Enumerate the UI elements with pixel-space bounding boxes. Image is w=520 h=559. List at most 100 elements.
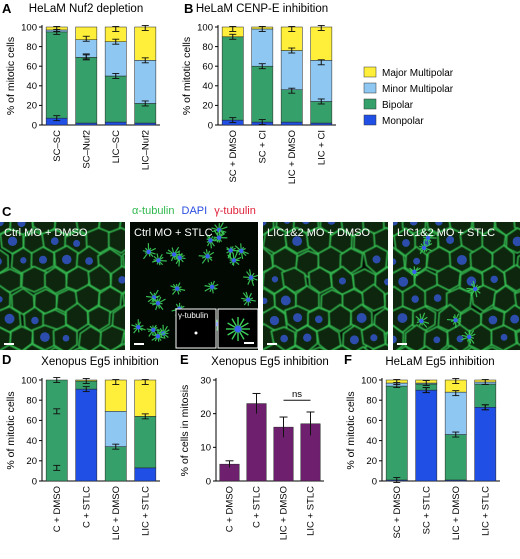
y-tick-label: 100: [21, 22, 37, 33]
cell-outline: [275, 404, 299, 429]
legend-swatch: [364, 67, 376, 77]
nucleus: [130, 373, 137, 380]
y-tick-label: 60: [26, 416, 37, 427]
y-tick-label: 100: [21, 375, 37, 386]
bar-segment-monpolar: [76, 123, 97, 125]
cell-outline: [271, 365, 296, 392]
scale-bar: [267, 343, 277, 345]
nucleus: [39, 256, 47, 264]
stain-alpha-tubulin: α-tubulin: [132, 205, 174, 217]
svg-text:γ-tubulin: γ-tubulin: [178, 311, 208, 320]
micrograph-title: Ctrl MO + STLC: [134, 227, 213, 239]
x-tick-label: LIC + DMSO: [287, 130, 298, 184]
nucleus: [62, 255, 72, 265]
nucleus: [280, 335, 288, 343]
nucleus: [339, 277, 346, 284]
nucleus: [434, 294, 442, 302]
x-tick-label: SC–Nuf2: [81, 130, 92, 169]
y-axis-label: % of mitotic cells: [5, 391, 17, 469]
x-tick-label: SC + DMSO: [228, 130, 239, 183]
y-tick-label: 40: [26, 81, 37, 92]
nucleus: [349, 372, 358, 381]
cell-outline: [505, 424, 520, 450]
nucleus: [489, 316, 498, 325]
nucleus: [384, 279, 391, 286]
y-tick-label: 60: [26, 62, 37, 73]
y-tick-label: 0: [206, 476, 211, 487]
panel-label-b: B: [184, 1, 193, 16]
legend-label: Minor Multipolar: [382, 84, 454, 95]
scale-bar: [397, 343, 407, 345]
y-axis-label: % of mitotic cells: [345, 391, 357, 469]
nucleus: [303, 333, 311, 341]
bar-segment-monpolar: [416, 390, 437, 481]
nucleus: [390, 258, 396, 264]
nucleus: [373, 255, 381, 263]
bar-segment-bipolar: [222, 37, 243, 120]
y-tick-label: 0: [208, 120, 213, 131]
x-tick-label: LIC–Nuf2: [140, 130, 151, 170]
x-tick-label: C + DMSO: [225, 486, 236, 532]
nucleus: [73, 240, 80, 247]
bar-segment-minor-multipolar: [445, 392, 466, 434]
nucleus: [281, 296, 291, 306]
nucleus: [501, 334, 508, 341]
bar-segment-minor-multipolar: [252, 29, 273, 66]
y-tick-label: 0: [32, 120, 37, 131]
nucleus: [31, 317, 38, 324]
x-tick-label: LIC + DMSO: [111, 486, 122, 540]
bar-segment-monpolar: [76, 389, 97, 481]
legend-swatch: [364, 99, 376, 109]
stain-gamma-tubulin: γ-tubulin: [214, 205, 256, 217]
nucleus: [27, 353, 37, 363]
bar-segment-major-multipolar: [311, 27, 332, 60]
legend-label: Major Multipolar: [382, 68, 454, 79]
panel-label-d: D: [2, 352, 11, 367]
nucleus: [118, 276, 126, 284]
x-tick-label: LIC + CI: [316, 130, 327, 165]
bar-segment-bipolar: [252, 66, 273, 122]
chart-title: HeLaM Eg5 inhibition: [385, 356, 494, 368]
nucleus: [283, 217, 290, 224]
nucleus: [85, 257, 93, 265]
y-axis-label: % of mitotic cells: [5, 37, 17, 115]
x-tick-label: C + DMSO: [52, 486, 63, 532]
bar-segment-bipolar: [281, 90, 302, 122]
x-tick-label: SC + DMSO: [392, 486, 403, 539]
bar-segment-major-multipolar: [135, 380, 156, 416]
legend-label: Bipolar: [382, 100, 414, 111]
y-axis-label: % of mitotic cells: [181, 37, 193, 115]
y-tick-label: 20: [366, 456, 377, 467]
bar-segment-monpolar: [311, 123, 332, 125]
stain-label: α-tubulin DAPI γ-tubulin: [132, 205, 256, 217]
y-tick-label: 60: [202, 62, 213, 73]
chart-title: HeLaM CENP-E inhibition: [196, 3, 328, 15]
y-tick-label: 80: [26, 396, 37, 407]
nucleus: [261, 298, 267, 304]
x-tick-label: SC + STLC: [421, 486, 432, 534]
y-tick-label: 100: [361, 375, 377, 386]
nucleus: [457, 255, 467, 265]
cell-outline: [0, 365, 10, 390]
panel-label-a: A: [2, 1, 12, 16]
nucleus: [389, 336, 397, 344]
panel-label-c: C: [2, 204, 12, 219]
nucleus: [398, 277, 408, 287]
y-tick-label: 60: [366, 416, 377, 427]
y-tick-label: 40: [366, 436, 377, 447]
nucleus: [433, 336, 440, 343]
nucleus: [18, 219, 26, 227]
nucleus: [259, 218, 266, 225]
x-tick-label: SC–SC: [52, 130, 63, 162]
bar-segment-monpolar: [105, 122, 126, 125]
cell-outline: [516, 402, 520, 431]
y-tick-label: 80: [26, 42, 37, 53]
bar-segment-bipolar: [475, 384, 496, 407]
nucleus: [402, 239, 410, 247]
cell-outline: [308, 383, 332, 409]
bar-segment-bipolar: [445, 435, 466, 480]
